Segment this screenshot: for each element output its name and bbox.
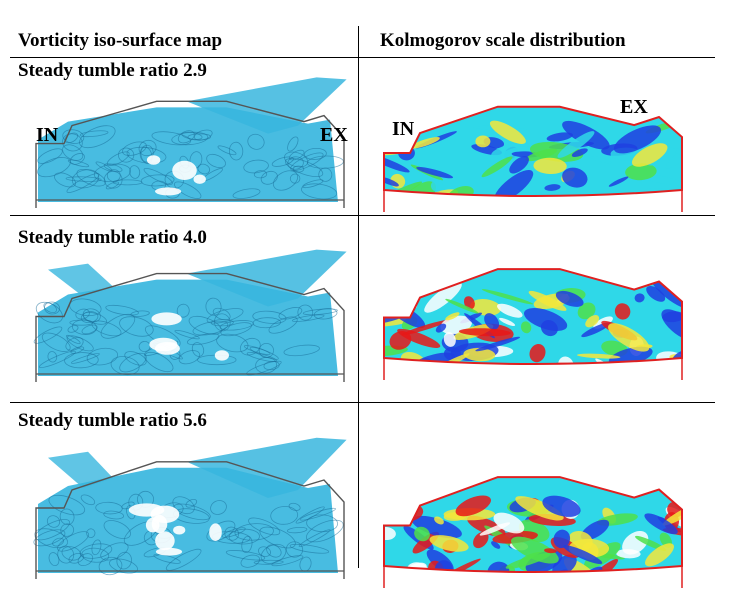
table-rule <box>10 57 715 58</box>
row-title-2: Steady tumble ratio 4.0 <box>18 227 207 248</box>
vorticity-map-2 <box>33 249 347 382</box>
intake-label-kolmogorov: IN <box>392 118 415 140</box>
exhaust-label-vorticity: EX <box>320 124 348 146</box>
header-kolmogorov: Kolmogorov scale distribution <box>380 30 626 51</box>
kolmogorov-map-1 <box>383 105 683 212</box>
column-divider <box>358 26 359 568</box>
table-rule <box>10 215 715 216</box>
row-title-3: Steady tumble ratio 5.6 <box>18 410 207 431</box>
vorticity-map-3 <box>33 437 347 579</box>
table-rule <box>10 402 715 403</box>
intake-label-vorticity: IN <box>36 124 59 146</box>
row-title-1: Steady tumble ratio 2.9 <box>18 60 207 81</box>
header-vorticity: Vorticity iso-surface map <box>18 30 223 51</box>
vorticity-map-1 <box>35 77 347 208</box>
kolmogorov-map-2 <box>383 268 683 380</box>
exhaust-label-kolmogorov: EX <box>620 96 648 118</box>
kolmogorov-map-3 <box>383 476 683 588</box>
